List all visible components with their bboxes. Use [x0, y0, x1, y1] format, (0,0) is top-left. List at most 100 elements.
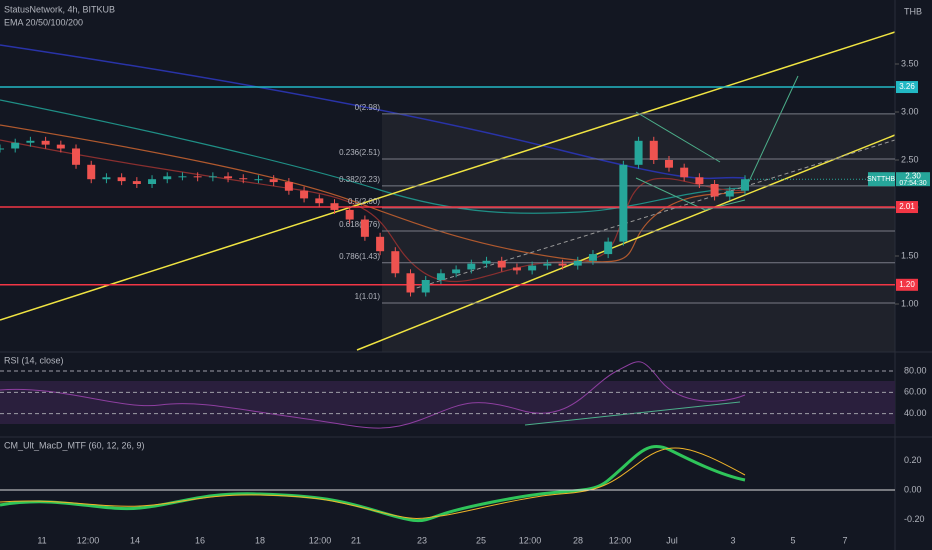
candle	[0, 148, 4, 150]
ema-100	[0, 99, 746, 214]
x-tick-label: 21	[351, 535, 361, 545]
macd-title: CM_Ult_MacD_MTF (60, 12, 26, 9)	[4, 440, 145, 450]
x-tick-label: 16	[195, 535, 205, 545]
candle	[619, 164, 628, 242]
candle	[680, 167, 689, 178]
price-tag	[896, 201, 918, 214]
candle	[360, 219, 369, 237]
candle	[391, 251, 400, 274]
candle	[406, 273, 415, 293]
candle	[41, 140, 50, 145]
symbol: StatusNetwork, 4h, BITKUB	[4, 4, 115, 14]
candle	[634, 140, 643, 165]
fib-label: 0(2.98)	[355, 103, 381, 112]
candle	[56, 144, 65, 149]
y-tick-label: 60.00	[904, 387, 927, 397]
candle	[725, 190, 734, 197]
y-tick-label: -0.20	[904, 514, 925, 524]
countdown: 07:54:30	[899, 180, 926, 187]
ema-50	[0, 124, 746, 263]
fib-label: 0.5(2.00)	[348, 197, 380, 206]
candle	[573, 260, 582, 266]
candle	[695, 177, 704, 184]
candle	[604, 241, 613, 255]
candle	[163, 176, 172, 180]
x-tick-label: 12:00	[519, 535, 542, 545]
last-price-tag	[896, 172, 930, 187]
candle	[436, 273, 445, 280]
y-tick-label: 80.00	[904, 365, 927, 375]
candle	[497, 260, 506, 268]
macd-line	[0, 444, 746, 523]
candle	[87, 164, 96, 180]
price-tag	[896, 81, 918, 94]
x-tick-label: 3	[730, 535, 735, 545]
fib-label: 0.618(1.76)	[339, 220, 380, 229]
candle	[26, 140, 35, 143]
candle	[148, 179, 157, 184]
level-label: 2.01	[899, 202, 915, 211]
candle	[588, 254, 597, 261]
candle	[664, 160, 673, 168]
x-tick-label: 11	[37, 535, 46, 545]
candle	[330, 203, 339, 210]
candle	[345, 209, 354, 220]
channel-line	[0, 31, 896, 321]
candle	[376, 236, 385, 252]
pattern-line	[635, 111, 721, 163]
candle	[178, 176, 187, 178]
projection	[744, 75, 799, 191]
rsi-title: RSI (14, close)	[4, 355, 64, 365]
x-tick-label: 5	[790, 535, 795, 545]
candle	[467, 263, 476, 270]
pattern-line	[635, 177, 746, 211]
candle	[482, 260, 491, 264]
candle	[208, 176, 217, 178]
candle	[132, 181, 141, 184]
candle	[11, 142, 20, 149]
dashed-trend	[409, 139, 896, 291]
candle	[254, 179, 263, 181]
candle	[649, 140, 658, 160]
x-tick-label: 12:00	[309, 535, 332, 545]
candle	[72, 148, 81, 165]
ema-200	[0, 44, 746, 180]
x-tick-label: 7	[842, 535, 847, 545]
last-price-tag	[868, 172, 895, 187]
y-tick-label: 1.00	[901, 298, 919, 308]
y-tick-label: 3.00	[901, 106, 919, 116]
last-symbol: SNTTHB	[867, 176, 895, 183]
fib-label: 0.786(1.43)	[339, 252, 380, 261]
y-tick-label: 3.50	[901, 58, 919, 68]
x-tick-label: 23	[417, 535, 427, 545]
candle	[741, 179, 749, 191]
candle	[117, 177, 126, 182]
fib-label: 1(1.01)	[355, 292, 381, 301]
candle	[300, 190, 309, 199]
y-tick-label: 40.00	[904, 408, 927, 418]
y-tick-label: 2.50	[901, 154, 919, 164]
last-price: 2.30	[905, 171, 921, 180]
x-tick-label: Jul	[666, 535, 678, 545]
rsi-line	[0, 361, 746, 429]
y-tick-label: 0.00	[904, 484, 922, 494]
candle	[315, 198, 324, 204]
price-tag	[896, 278, 918, 291]
candle	[512, 267, 521, 271]
fib-label: 0.236(2.51)	[339, 148, 380, 157]
candle	[452, 269, 461, 274]
x-tick-label: 12:00	[77, 535, 100, 545]
channel-line	[356, 134, 896, 351]
x-tick-label: 14	[130, 535, 140, 545]
candle	[284, 182, 293, 191]
x-tick-label: 28	[573, 535, 583, 545]
candle	[528, 265, 537, 271]
candle	[558, 263, 567, 266]
x-tick-label: 25	[476, 535, 486, 545]
candle	[269, 179, 278, 183]
x-tick-label: 18	[255, 535, 265, 545]
x-tick-label: 12:00	[609, 535, 632, 545]
currency: THB	[904, 6, 922, 16]
candle	[239, 178, 248, 180]
